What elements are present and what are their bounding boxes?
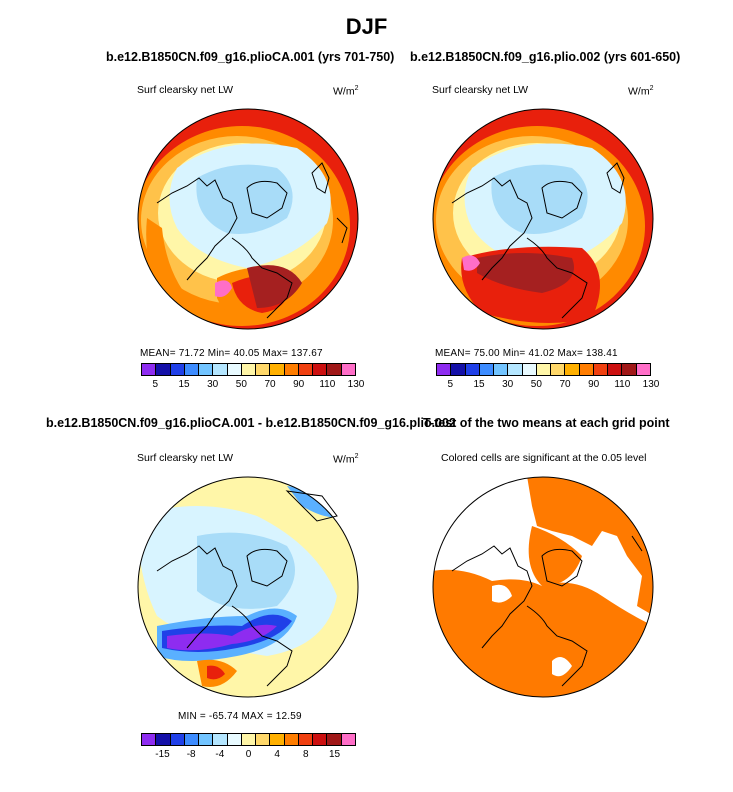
- panel3-title: b.e12.B1850CN.f09_g16.plioCA.001 - b.e12…: [46, 416, 456, 430]
- colorbar-swatch: [508, 364, 523, 375]
- panel2-units: W/m2: [628, 85, 654, 98]
- colorbar-swatch: [142, 734, 157, 745]
- panel1-polar-map: [137, 108, 359, 330]
- colorbar-tick-label: 30: [207, 379, 219, 390]
- colorbar-tick-label: 15: [473, 379, 485, 390]
- colorbar-tick-label: -4: [215, 749, 225, 760]
- colorbar-swatch: [241, 364, 257, 375]
- panel3-difference-map: [137, 476, 359, 698]
- colorbar-swatch: [170, 364, 185, 375]
- colorbar-swatch: [227, 364, 242, 375]
- colorbar-swatch: [184, 364, 200, 375]
- panel1-title: b.e12.B1850CN.f09_g16.plioCA.001 (yrs 70…: [106, 50, 395, 64]
- panel1-variable-label: Surf clearsky net LW: [137, 84, 234, 96]
- colorbar-tick-label: 110: [319, 379, 336, 390]
- colorbar-tick-label: 4: [274, 749, 280, 760]
- panel4-significance-map: [432, 476, 654, 698]
- panel2-variable-label: Surf clearsky net LW: [432, 84, 529, 96]
- colorbar-swatch: [199, 364, 214, 375]
- colorbar-swatch: [327, 364, 342, 375]
- colorbar-swatch: [298, 364, 314, 375]
- colorbar-tick-label: 90: [293, 379, 305, 390]
- colorbar-swatch: [522, 364, 537, 375]
- colorbar-swatch: [622, 364, 637, 375]
- colorbar-swatch: [437, 364, 452, 375]
- colorbar-tick-label: 8: [303, 749, 309, 760]
- colorbar-swatch: [142, 364, 157, 375]
- colorbar-swatch: [465, 364, 480, 375]
- panel3-units: W/m2: [333, 453, 359, 466]
- colorbar-swatch: [479, 364, 495, 375]
- colorbar-swatch: [256, 364, 271, 375]
- colorbar-swatch: [156, 364, 171, 375]
- colorbar-tick-label: 15: [328, 749, 341, 760]
- significant-region-south: [433, 569, 653, 697]
- colorbar-swatch: [241, 734, 257, 745]
- panel2-stats: MEAN= 75.00 Min= 41.02 Max= 138.41: [435, 348, 618, 359]
- panel4-significance-note: Colored cells are significant at the 0.0…: [441, 452, 647, 464]
- colorbar-swatch: [184, 734, 200, 745]
- colorbar-swatch: [227, 734, 242, 745]
- panel1-units: W/m2: [333, 85, 359, 98]
- colorbar-swatch: [213, 734, 228, 745]
- panel3-stats: MIN = -65.74 MAX = 12.59: [178, 711, 302, 722]
- colorbar-swatch: [313, 734, 328, 745]
- colorbar-swatch: [451, 364, 466, 375]
- colorbar-tick-label: -8: [186, 749, 196, 760]
- colorbar-swatch: [551, 364, 566, 375]
- panel4-title: T-test of the two means at each grid poi…: [423, 416, 670, 430]
- panel1-colorbar-labels: 5 15 30 50 70 90 110 130: [141, 379, 365, 391]
- colorbar-swatch: [327, 734, 342, 745]
- colorbar-swatch: [341, 364, 355, 375]
- colorbar-swatch: [341, 734, 355, 745]
- panel2-colorbar-labels: 5 15 30 50 70 90 110 130: [436, 379, 660, 391]
- colorbar-swatch: [536, 364, 552, 375]
- colorbar-swatch: [636, 364, 650, 375]
- colorbar-swatch: [284, 734, 299, 745]
- colorbar-swatch: [213, 364, 228, 375]
- figure-title: DJF: [345, 14, 388, 39]
- colorbar-swatch: [284, 364, 299, 375]
- panel1-colorbar: [141, 363, 356, 376]
- colorbar-tick-label: 130: [347, 379, 365, 390]
- panel2-polar-map: [432, 108, 654, 330]
- panel3-colorbar-labels: -15 -8 -4 0 4 8 15: [141, 749, 356, 761]
- colorbar-swatch: [565, 364, 580, 375]
- colorbar-swatch: [199, 734, 214, 745]
- colorbar-tick-label: 15: [178, 379, 190, 390]
- colorbar-tick-label: 50: [235, 379, 247, 390]
- colorbar-tick-label: 130: [642, 379, 660, 390]
- colorbar-swatch: [270, 734, 285, 745]
- colorbar-swatch: [593, 364, 609, 375]
- colorbar-tick-label: 5: [447, 379, 454, 390]
- colorbar-swatch: [494, 364, 509, 375]
- colorbar-tick-label: 110: [614, 379, 631, 390]
- colorbar-swatch: [313, 364, 328, 375]
- colorbar-swatch: [270, 364, 285, 375]
- colorbar-tick-label: 5: [152, 379, 159, 390]
- colorbar-tick-label: 70: [559, 379, 571, 390]
- colorbar-swatch: [170, 734, 185, 745]
- colorbar-swatch: [156, 734, 171, 745]
- colorbar-swatch: [298, 734, 314, 745]
- colorbar-tick-label: -15: [155, 749, 170, 760]
- panel3-variable-label: Surf clearsky net LW: [137, 452, 234, 464]
- colorbar-swatch: [256, 734, 271, 745]
- colorbar-swatch: [608, 364, 623, 375]
- colorbar-tick-label: 90: [588, 379, 600, 390]
- panel3-colorbar: [141, 733, 356, 746]
- colorbar-tick-label: 30: [502, 379, 514, 390]
- colorbar-swatch: [579, 364, 594, 375]
- colorbar-tick-label: 50: [530, 379, 542, 390]
- colorbar-tick-label: 70: [264, 379, 276, 390]
- panel2-title: b.e12.B1850CN.f09_g16.plio.002 (yrs 601-…: [410, 50, 681, 64]
- panel1-stats: MEAN= 71.72 Min= 40.05 Max= 137.67: [140, 348, 323, 359]
- colorbar-tick-label: 0: [245, 749, 252, 760]
- panel2-colorbar: [436, 363, 651, 376]
